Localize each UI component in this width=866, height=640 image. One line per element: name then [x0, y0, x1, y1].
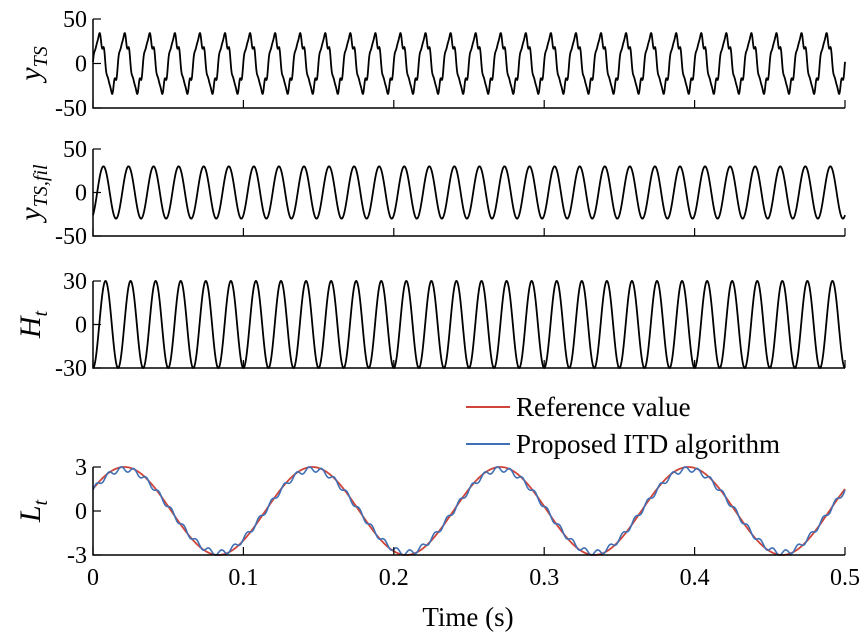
y-axis-label-ht: Ht — [14, 310, 52, 339]
series-line-ytsfil-0 — [92, 165, 846, 220]
x-tick-label-0: 0 — [87, 565, 99, 591]
series-line-ht-0 — [92, 280, 846, 369]
y-tick-label-ytsfil-0: 50 — [63, 137, 87, 163]
x-tick-label-5: 0.5 — [830, 565, 860, 591]
y-tick-label-ht-0: 30 — [63, 269, 87, 295]
y-tick-label-yts-0: 50 — [63, 7, 87, 33]
series-line-lt-0 — [92, 466, 846, 556]
x-axis-label: Time (s) — [422, 602, 513, 632]
axes-ht — [92, 281, 845, 369]
y-axis-label-yts: yTS — [14, 46, 52, 83]
series-line-lt-1 — [92, 466, 846, 556]
panel-lt: 30-30 0.1 0.2 0.3 0.4 0.5Lt — [14, 455, 860, 591]
legend-label-reference-value: Reference value — [516, 392, 691, 422]
y-axis-label-ytsfil: yTS,fil — [14, 164, 52, 224]
x-tick-label-2: 0.2 — [379, 565, 409, 591]
x-tick-label-4: 0.4 — [680, 565, 710, 591]
y-tick-label-ytsfil-2: -50 — [55, 224, 87, 250]
y-tick-label-yts-1: 0 — [75, 52, 87, 78]
y-axis-label-lt: Lt — [14, 499, 52, 523]
axes-lt — [92, 467, 845, 556]
y-tick-label-lt-2: -3 — [67, 543, 87, 569]
y-tick-label-lt-0: 3 — [75, 455, 87, 481]
series-line-yts-0 — [92, 32, 846, 95]
y-tick-label-lt-1: 0 — [75, 499, 87, 525]
legend-label-proposed-itd: Proposed ITD algorithm — [516, 429, 780, 459]
y-tick-label-ht-1: 0 — [75, 313, 87, 339]
y-tick-label-ht-2: -30 — [55, 356, 87, 382]
x-tick-label-1: 0.1 — [228, 565, 258, 591]
y-tick-label-ytsfil-1: 0 — [75, 181, 87, 207]
x-tick-label-3: 0.3 — [529, 565, 559, 591]
axes-ytsfil — [92, 149, 845, 237]
y-tick-label-yts-2: -50 — [55, 96, 87, 122]
legend: Reference value Proposed ITD algorithm — [466, 392, 780, 459]
